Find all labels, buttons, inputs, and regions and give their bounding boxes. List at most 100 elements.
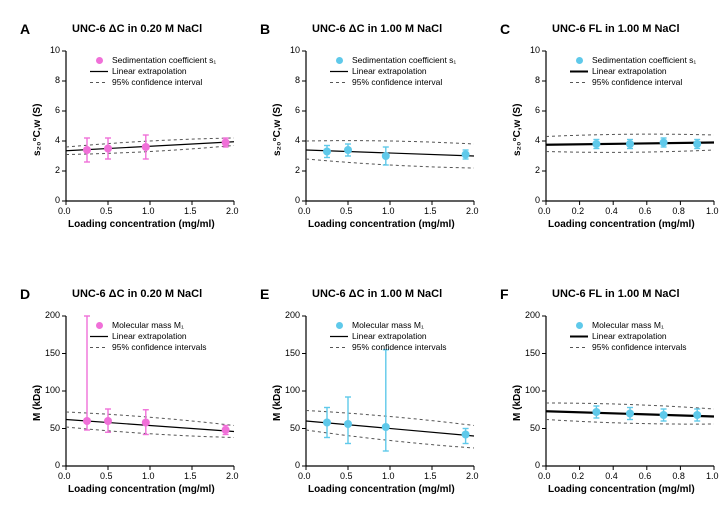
legend-row-line: Linear extrapolation <box>330 331 447 342</box>
y-tick-label: 0 <box>295 195 300 205</box>
y-axis-label: M (kDa) <box>272 385 283 421</box>
data-point <box>693 411 701 419</box>
data-point <box>142 143 150 151</box>
data-point <box>83 417 91 425</box>
x-tick-label: 0.5 <box>340 206 353 216</box>
y-tick-label: 8 <box>55 75 60 85</box>
legend-text: Linear extrapolation <box>352 66 427 77</box>
ci-lower <box>66 427 234 438</box>
legend-row-ci: 95% confidence interval <box>330 77 456 88</box>
data-point <box>222 426 230 434</box>
panel-B: BUNC-6 ΔC in 1.00 M NaCls₂₀°C,w (S)Loadi… <box>260 15 480 255</box>
x-tick-label: 0.0 <box>538 206 551 216</box>
x-tick-label: 1.5 <box>424 471 437 481</box>
y-tick-label: 10 <box>290 45 300 55</box>
legend-text: Linear extrapolation <box>112 331 187 342</box>
x-tick-label: 1.0 <box>706 206 719 216</box>
x-tick-label: 0.0 <box>298 471 311 481</box>
y-tick-label: 2 <box>535 165 540 175</box>
panel-letter: F <box>500 286 509 302</box>
legend-row-marker: Molecular mass M₁ <box>90 320 207 331</box>
y-tick-label: 200 <box>525 310 540 320</box>
panel-F: FUNC-6 FL in 1.00 M NaClM (kDa)Loading c… <box>500 280 720 520</box>
y-tick-label: 50 <box>50 423 60 433</box>
panel-title: UNC-6 ΔC in 1.00 M NaCl <box>312 23 442 35</box>
x-tick-label: 0.2 <box>572 471 585 481</box>
legend-text: 95% confidence interval <box>592 77 682 88</box>
y-tick-label: 150 <box>525 348 540 358</box>
x-tick-label: 2.0 <box>226 471 239 481</box>
x-tick-label: 0.4 <box>605 206 618 216</box>
y-tick-label: 0 <box>535 460 540 470</box>
ci-upper <box>546 134 714 136</box>
x-tick-label: 0.0 <box>298 206 311 216</box>
figure: AUNC-6 ΔC in 0.20 M NaCls₂₀°C,w (S)Loadi… <box>0 0 724 529</box>
ci-lower <box>306 430 474 448</box>
data-point <box>592 408 600 416</box>
x-tick-label: 0.8 <box>672 206 685 216</box>
x-axis-label: Loading concentration (mg/ml) <box>548 219 695 230</box>
x-tick-label: 1.5 <box>424 206 437 216</box>
legend: Sedimentation coefficient s₁Linear extra… <box>90 55 216 88</box>
y-tick-label: 200 <box>45 310 60 320</box>
panel-title: UNC-6 FL in 1.00 M NaCl <box>552 288 680 300</box>
y-tick-label: 200 <box>285 310 300 320</box>
legend-row-line: Linear extrapolation <box>90 66 216 77</box>
data-point <box>344 146 352 154</box>
data-point <box>222 139 230 147</box>
panel-letter: C <box>500 21 510 37</box>
y-tick-label: 150 <box>45 348 60 358</box>
panel-letter: E <box>260 286 269 302</box>
x-tick-label: 0.2 <box>572 206 585 216</box>
x-tick-label: 0.6 <box>639 471 652 481</box>
legend-text: 95% confidence intervals <box>352 342 447 353</box>
legend-row-ci: 95% confidence intervals <box>570 342 687 353</box>
ci-lower <box>306 159 474 168</box>
y-tick-label: 50 <box>290 423 300 433</box>
ci-upper <box>66 412 234 426</box>
legend-row-marker: Molecular mass M₁ <box>330 320 447 331</box>
data-point <box>462 151 470 159</box>
x-tick-label: 0.5 <box>340 471 353 481</box>
y-axis-label: s₂₀°C,w (S) <box>32 104 43 156</box>
legend-text: Sedimentation coefficient s₁ <box>592 55 696 66</box>
x-tick-label: 1.0 <box>142 471 155 481</box>
legend-text: Linear extrapolation <box>352 331 427 342</box>
panel-E: EUNC-6 ΔC in 1.00 M NaClM (kDa)Loading c… <box>260 280 480 520</box>
x-tick-label: 1.0 <box>382 471 395 481</box>
legend-row-line: Linear extrapolation <box>90 331 207 342</box>
y-tick-label: 4 <box>55 135 60 145</box>
legend-row-line: Linear extrapolation <box>570 331 687 342</box>
x-tick-label: 0.0 <box>58 206 71 216</box>
y-tick-label: 6 <box>55 105 60 115</box>
y-tick-label: 4 <box>535 135 540 145</box>
legend-text: Molecular mass M₁ <box>112 320 184 331</box>
legend-text: 95% confidence interval <box>112 77 202 88</box>
y-axis-label: M (kDa) <box>32 385 43 421</box>
legend-text: 95% confidence intervals <box>592 342 687 353</box>
y-tick-label: 8 <box>295 75 300 85</box>
legend-marker-icon <box>576 57 583 64</box>
x-tick-label: 0.6 <box>639 206 652 216</box>
panel-title: UNC-6 ΔC in 0.20 M NaCl <box>72 23 202 35</box>
y-tick-label: 6 <box>535 105 540 115</box>
legend-text: Linear extrapolation <box>592 66 667 77</box>
y-axis-label: s₂₀°C,w (S) <box>512 104 523 156</box>
data-point <box>626 140 634 148</box>
x-tick-label: 0.4 <box>605 471 618 481</box>
data-point <box>104 145 112 153</box>
legend-text: Linear extrapolation <box>112 66 187 77</box>
legend: Molecular mass M₁Linear extrapolation95%… <box>570 320 687 353</box>
panel-letter: D <box>20 286 30 302</box>
x-tick-label: 0.0 <box>58 471 71 481</box>
legend-row-line: Linear extrapolation <box>570 66 696 77</box>
data-point <box>142 419 150 427</box>
legend-row-ci: 95% confidence interval <box>90 77 216 88</box>
panel-title: UNC-6 ΔC in 0.20 M NaCl <box>72 288 202 300</box>
legend-text: Sedimentation coefficient s₁ <box>352 55 456 66</box>
y-tick-label: 4 <box>295 135 300 145</box>
legend: Sedimentation coefficient s₁Linear extra… <box>570 55 696 88</box>
panel-D: DUNC-6 ΔC in 0.20 M NaClM (kDa)Loading c… <box>20 280 240 520</box>
x-tick-label: 0.5 <box>100 471 113 481</box>
legend-marker-icon <box>576 322 583 329</box>
